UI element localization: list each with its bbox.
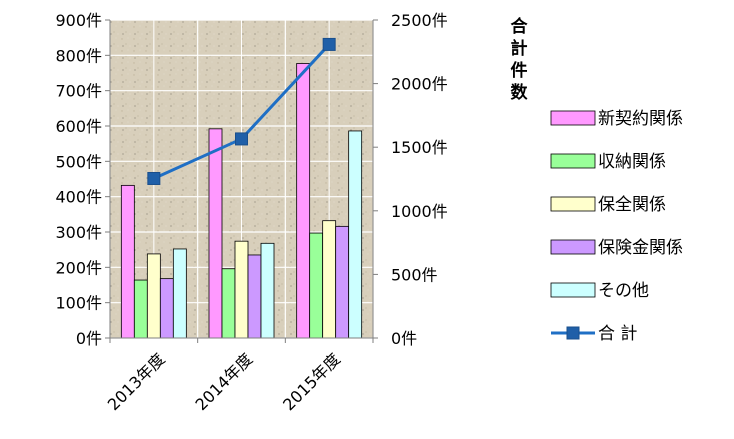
y-tick-label: 500件 bbox=[55, 152, 102, 171]
bar bbox=[309, 232, 324, 339]
legend-label: その他 bbox=[598, 281, 649, 301]
legend-label: 合 計 bbox=[598, 324, 637, 344]
bar bbox=[322, 220, 337, 339]
bar bbox=[146, 253, 161, 339]
total-line-point bbox=[322, 37, 336, 51]
y2-tick-label: 1000件 bbox=[391, 202, 448, 221]
y2-tick-label: 2500件 bbox=[391, 11, 448, 30]
bar bbox=[296, 63, 311, 339]
y-tick-label: 900件 bbox=[55, 11, 102, 30]
legend-label: 保険金関係 bbox=[598, 238, 683, 258]
bar bbox=[133, 279, 148, 339]
legend-line-marker bbox=[566, 326, 580, 340]
x-axis-ticks: 2013年度 2014年度 2015年度 bbox=[104, 338, 374, 414]
y2-title-char: 計 bbox=[511, 38, 528, 59]
legend-label: 新契約関係 bbox=[598, 109, 683, 129]
bar bbox=[234, 240, 249, 339]
y-axis-left-ticks: 0件 100件 200件 300件 400件 500件 600件 700件 800件 900件 bbox=[55, 11, 110, 348]
x-tick-label: 2015年度 bbox=[279, 349, 344, 414]
y-tick-label: 100件 bbox=[55, 294, 102, 313]
axes bbox=[109, 20, 374, 339]
x-tick-label: 2014年度 bbox=[191, 349, 256, 414]
bar bbox=[172, 248, 187, 339]
legend-swatch bbox=[550, 153, 596, 169]
bar bbox=[120, 184, 135, 339]
bar bbox=[247, 254, 262, 339]
y-tick-label: 700件 bbox=[55, 82, 102, 101]
y-tick-label: 200件 bbox=[55, 258, 102, 277]
y2-title-char: 合 bbox=[511, 16, 529, 37]
y-tick-label: 400件 bbox=[55, 188, 102, 207]
total-line-point bbox=[147, 171, 161, 185]
legend-swatch bbox=[550, 282, 596, 298]
y2-title-char: 件 bbox=[511, 60, 528, 81]
bar bbox=[208, 128, 223, 339]
legend-swatch bbox=[550, 110, 596, 126]
total-line bbox=[147, 37, 336, 185]
legend-swatch bbox=[550, 239, 596, 255]
y2-tick-label: 500件 bbox=[391, 265, 438, 284]
bar bbox=[260, 242, 275, 339]
legend-label: 保全関係 bbox=[598, 195, 666, 215]
bar bbox=[335, 225, 350, 339]
y-tick-label: 600件 bbox=[55, 117, 102, 136]
y2-title-char: 数 bbox=[511, 82, 529, 103]
legend-swatch bbox=[550, 196, 596, 212]
bar bbox=[221, 268, 236, 339]
x-tick-label: 2013年度 bbox=[104, 349, 169, 414]
y-tick-label: 800件 bbox=[55, 46, 102, 65]
total-line-point bbox=[235, 132, 248, 146]
bar bbox=[159, 278, 174, 339]
y2-tick-label: 0件 bbox=[391, 329, 417, 348]
y2-tick-label: 1500件 bbox=[391, 138, 448, 157]
y-tick-label: 300件 bbox=[55, 223, 102, 242]
legend-label: 収納関係 bbox=[598, 152, 666, 172]
bar bbox=[348, 130, 363, 339]
y2-tick-label: 2000件 bbox=[391, 75, 448, 94]
y-tick-label: 0件 bbox=[76, 329, 102, 348]
y-axis-right-ticks: 0件 500件 1000件 1500件 2000件 2500件 bbox=[373, 11, 448, 348]
